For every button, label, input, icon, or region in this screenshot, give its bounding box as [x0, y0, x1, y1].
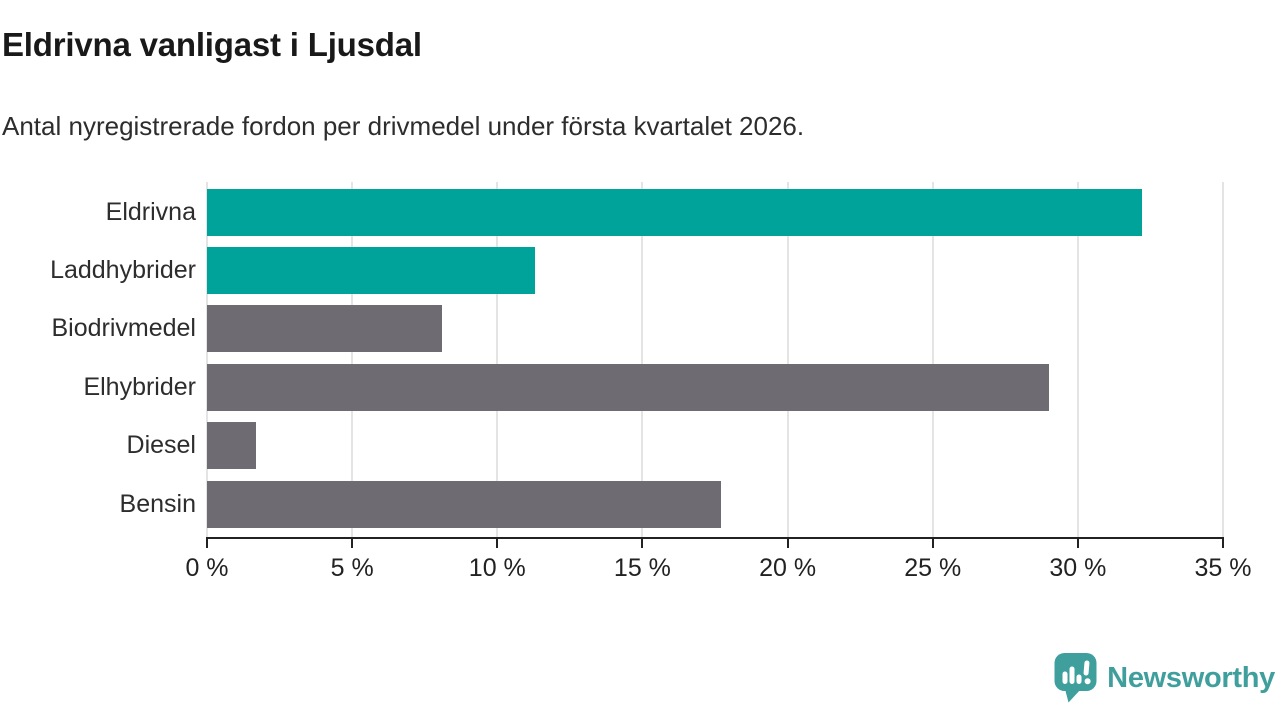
bar-row: Bensin — [0, 475, 1223, 533]
x-axis-tick — [931, 537, 934, 548]
bar-track — [207, 188, 1223, 236]
category-label: Laddhybrider — [50, 256, 196, 285]
x-axis-tick — [786, 537, 789, 548]
brand-name: Newsworthy — [1107, 661, 1275, 694]
newsworthy-logo-icon — [1054, 653, 1097, 703]
bar-row: Biodrivmedel — [0, 300, 1223, 358]
bar-track — [207, 422, 1223, 470]
bar-track — [207, 480, 1223, 528]
x-axis-tick-label: 15 % — [613, 554, 671, 582]
category-label: Diesel — [126, 431, 196, 460]
bar-row: Laddhybrider — [0, 241, 1223, 299]
gridlines — [206, 182, 1224, 537]
gridline — [931, 182, 934, 537]
bar-track — [207, 247, 1223, 295]
bar-elhybrider — [207, 363, 1049, 411]
x-axis-tick-label: 20 % — [759, 554, 817, 582]
x-axis-tick-label: 10 % — [468, 554, 526, 582]
brand-footer: Newsworthy — [1053, 652, 1275, 704]
bar-chart: Eldrivna Laddhybrider Biodrivmedel Elhybrid… — [0, 182, 1260, 582]
bar-track — [207, 363, 1223, 411]
x-axis-tick — [641, 537, 644, 548]
x-axis-tick — [496, 537, 499, 548]
gridline — [641, 182, 644, 537]
bar-eldrivna — [207, 188, 1142, 236]
bar-track — [207, 305, 1223, 353]
bar-diesel — [207, 422, 257, 470]
x-axis-tick — [1076, 537, 1079, 548]
x-axis-line — [207, 537, 1223, 539]
x-axis-tick — [1222, 537, 1224, 548]
x-axis-tick-label: 35 % — [1194, 554, 1252, 582]
category-label: Biodrivmedel — [51, 314, 196, 343]
gridline — [351, 182, 354, 537]
x-axis-tick-label: 25 % — [904, 554, 962, 582]
bar-row: Diesel — [0, 417, 1223, 475]
category-label: Elhybrider — [83, 372, 196, 401]
gridline — [206, 182, 208, 537]
category-label: Eldrivna — [105, 197, 196, 226]
x-axis-tick — [351, 537, 354, 548]
x-axis-tick — [206, 537, 208, 548]
category-label: Bensin — [119, 489, 196, 518]
page-title: Eldrivna vanligast i Ljusdal — [2, 26, 422, 63]
x-axis-tick-label: 0 % — [185, 554, 229, 582]
x-axis-tick-label: 30 % — [1049, 554, 1107, 582]
page-subtitle: Antal nyregistrerade fordon per drivmede… — [2, 111, 805, 141]
gridline — [1222, 182, 1224, 537]
gridline — [496, 182, 499, 537]
bar-biodrivmedel — [207, 305, 443, 353]
bar-rows: Eldrivna Laddhybrider Biodrivmedel Elhybrid… — [0, 183, 1223, 533]
x-axis-tick-label: 5 % — [330, 554, 374, 582]
bar-laddhybrider — [207, 247, 536, 295]
gridline — [1076, 182, 1079, 537]
bar-row: Eldrivna — [0, 183, 1223, 241]
bar-row: Elhybrider — [0, 358, 1223, 416]
bar-bensin — [207, 480, 721, 528]
gridline — [786, 182, 789, 537]
